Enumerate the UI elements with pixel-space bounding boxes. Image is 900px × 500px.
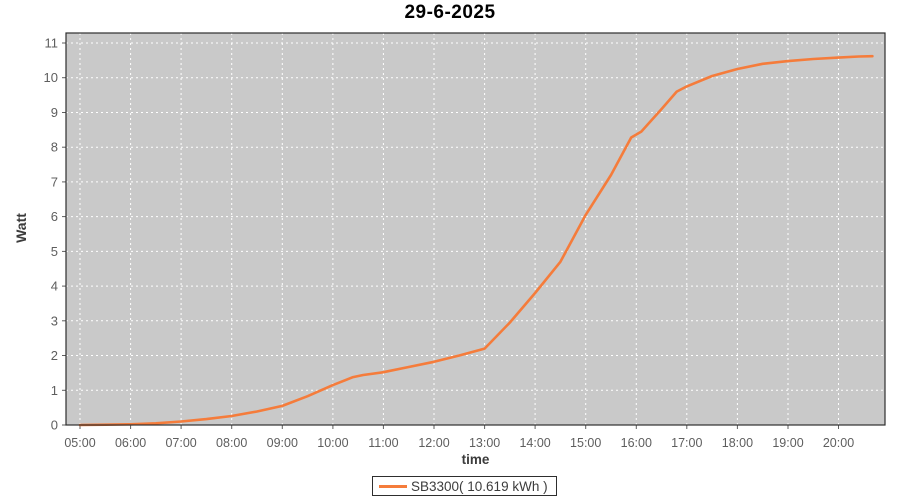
x-tick-label: 14:00 xyxy=(519,436,550,450)
x-tick-label: 16:00 xyxy=(621,436,652,450)
x-tick-label: 20:00 xyxy=(823,436,854,450)
y-tick-label: 3 xyxy=(51,313,58,328)
legend-label: SB3300( 10.619 kWh ) xyxy=(411,478,548,494)
x-tick-label: 11:00 xyxy=(368,436,398,450)
x-tick-label: 06:00 xyxy=(115,436,146,450)
x-tick-label: 08:00 xyxy=(216,436,247,450)
y-tick-label: 9 xyxy=(51,105,58,120)
y-tick-label: 0 xyxy=(51,418,58,433)
x-axis-label: time xyxy=(461,452,490,467)
y-tick-label: 7 xyxy=(51,174,58,189)
x-tick-label: 09:00 xyxy=(267,436,298,450)
y-axis-label: Watt xyxy=(13,213,29,243)
y-tick-label: 5 xyxy=(51,244,58,259)
x-tick-label: 17:00 xyxy=(671,436,702,450)
x-tick-label: 05:00 xyxy=(64,436,95,450)
y-tick-label: 4 xyxy=(51,279,58,294)
x-tick-label: 19:00 xyxy=(772,436,803,450)
y-tick-label: 11 xyxy=(45,36,59,51)
x-tick-label: 12:00 xyxy=(418,436,449,450)
plot-border xyxy=(65,32,886,426)
x-tick-label: 13:00 xyxy=(469,436,500,450)
legend: SB3300( 10.619 kWh ) xyxy=(372,476,557,496)
y-tick-label: 8 xyxy=(51,140,58,155)
x-tick-label: 18:00 xyxy=(722,436,753,450)
y-tick-label: 2 xyxy=(51,348,58,363)
y-tick-label: 1 xyxy=(51,383,58,398)
chart-title: 29-6-2025 xyxy=(404,2,496,23)
legend-line-swatch xyxy=(379,484,407,488)
series-line-sb3300 xyxy=(78,54,874,427)
x-tick-label: 07:00 xyxy=(165,436,196,450)
y-tick-label: 6 xyxy=(51,209,58,224)
plot-background xyxy=(66,33,885,425)
x-tick-label: 15:00 xyxy=(570,436,601,450)
x-tick-label: 10:00 xyxy=(317,436,348,450)
y-tick-label: 10 xyxy=(44,70,58,85)
